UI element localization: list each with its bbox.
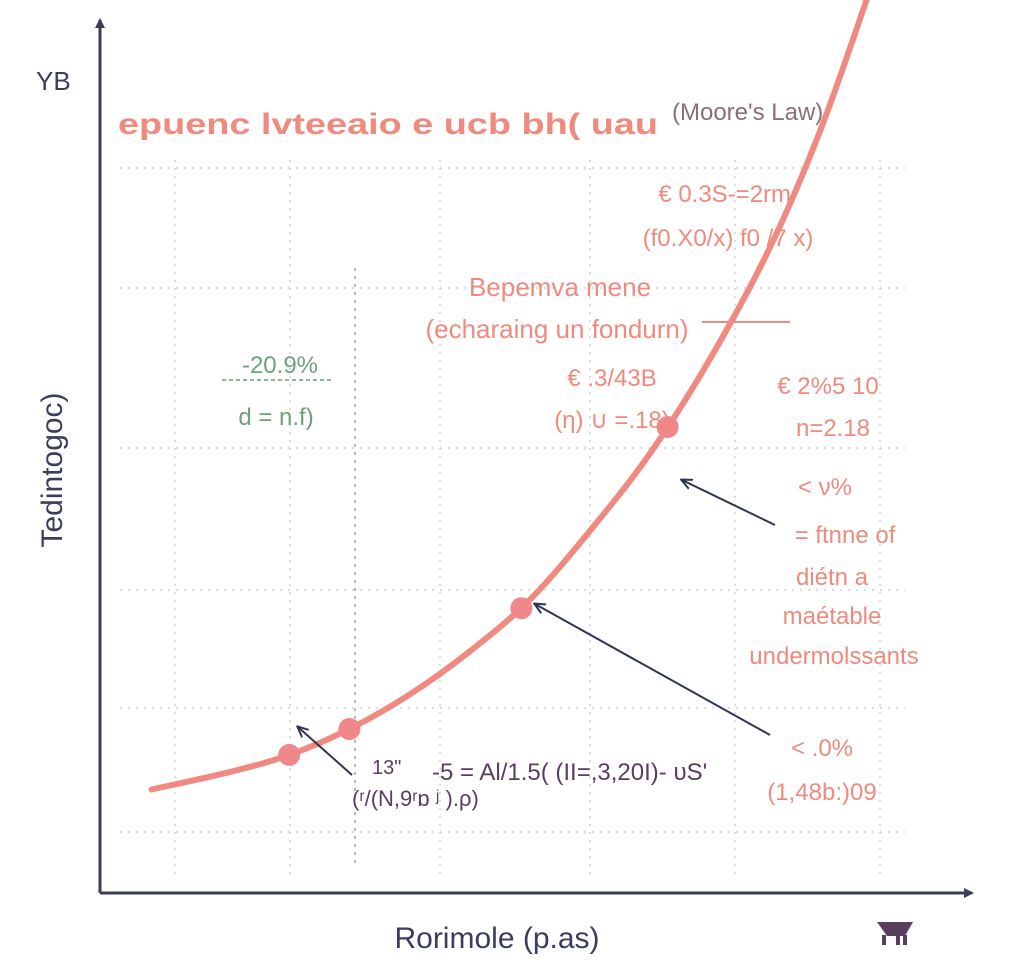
annotation-mid-3: € .3/43B bbox=[567, 365, 656, 392]
annotation-right-3: < ν% bbox=[798, 474, 852, 501]
annotation-left-2: d = n.f) bbox=[238, 404, 313, 431]
annotation-right-7: undermolssants bbox=[749, 643, 918, 670]
chart-title: epuenc lvteeaio e ucb bh( uau bbox=[118, 108, 658, 141]
annotation-right-4: = ftnne of bbox=[795, 522, 896, 549]
grid bbox=[120, 160, 905, 880]
annotation-mid-2: (echaraing un fondurn) bbox=[425, 314, 688, 344]
series-line bbox=[148, 0, 870, 793]
annotation-arrows bbox=[298, 321, 790, 776]
data-point bbox=[656, 415, 679, 438]
x-axis-label: Rorimole (p.as) bbox=[394, 922, 599, 955]
annotation-bottom-3: (ʳ/(N,9ʳɒ ʲ ).ρ) bbox=[352, 786, 479, 811]
annotation-top-right-2: (f0.X0/x) f0 /7 x) bbox=[643, 225, 814, 252]
annotation-bottom-right-1: < .0% bbox=[791, 735, 853, 762]
annotation-mid-4: (η) ∪ =.18) bbox=[554, 407, 670, 434]
highlighted-points bbox=[278, 415, 679, 766]
annotation-right-1: € 2%5 10 bbox=[777, 373, 878, 400]
annotation-right-5: diétn a bbox=[796, 564, 869, 591]
annotation-right-6: maétable bbox=[783, 603, 882, 630]
annotation-left-1: -20.9% bbox=[242, 352, 318, 379]
data-point bbox=[510, 597, 533, 620]
annotation-arrow bbox=[682, 480, 776, 526]
annotation-arrow bbox=[298, 727, 353, 776]
annotation-mid-1: Bepemva mene bbox=[469, 272, 651, 302]
data-point bbox=[338, 718, 361, 741]
annotation-bottom-2: 13" bbox=[372, 757, 401, 779]
data-point bbox=[278, 743, 301, 766]
y-axis-top-label: YB bbox=[36, 66, 71, 96]
y-axis-label: Tedintogoc) bbox=[36, 392, 69, 547]
annotation-right-2: n=2.18 bbox=[796, 415, 870, 442]
annotation-bottom-right-2: (1,48b:)09 bbox=[767, 779, 876, 806]
chart-subtitle: (Moore's Law) bbox=[672, 99, 823, 126]
annotation-bottom-1: -5 = Al/1.5( (II=,3,20I)- υS' bbox=[432, 759, 707, 786]
watermark-icon bbox=[877, 922, 913, 945]
annotation-top-right-1: € 0.3S-=2rm/ bbox=[658, 181, 798, 208]
annotation-arrow bbox=[535, 604, 771, 736]
